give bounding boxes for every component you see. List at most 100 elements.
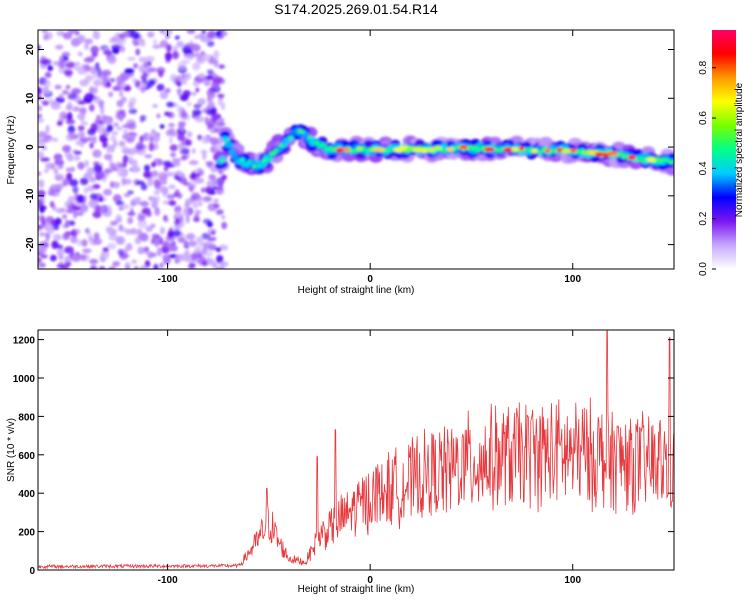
- noise-blob: [87, 128, 96, 136]
- signal-blob: [220, 159, 225, 163]
- y-tick-label: 0: [25, 144, 36, 150]
- noise-blob: [43, 168, 50, 174]
- noise-blob: [169, 144, 178, 152]
- noise-blob: [221, 174, 228, 181]
- noise-blob: [72, 66, 83, 71]
- noise-blob: [81, 121, 89, 126]
- noise-blob: [116, 100, 124, 108]
- noise-blob: [190, 171, 197, 180]
- noise-blob: [100, 205, 106, 214]
- noise-blob: [77, 34, 86, 43]
- noise-blob: [182, 207, 192, 216]
- noise-blob: [140, 183, 148, 191]
- noise-blob: [204, 241, 210, 248]
- noise-blob: [121, 177, 127, 186]
- signal-blob: [623, 153, 629, 158]
- signal-blob: [473, 145, 478, 149]
- noise-blob: [71, 254, 81, 262]
- noise-blob: [65, 208, 74, 214]
- noise-blob: [105, 81, 112, 88]
- noise-blob: [206, 30, 216, 39]
- noise-blob: [211, 113, 222, 120]
- snr-ylabel: SNR (10 * v/v): [6, 418, 17, 482]
- signal-blob: [273, 148, 279, 153]
- heatmap-ylabel: Frequency (Hz): [6, 116, 17, 185]
- noise-blob: [185, 198, 195, 205]
- signal-blob: [231, 153, 239, 160]
- signal-blob: [226, 142, 234, 149]
- noise-blob: [178, 218, 185, 228]
- signal-blob: [619, 152, 624, 157]
- noise-blob: [218, 244, 229, 251]
- noise-blob: [171, 131, 177, 137]
- noise-blob: [156, 83, 165, 92]
- noise-blob: [106, 205, 112, 214]
- signal-track: [213, 124, 674, 176]
- signal-blob: [239, 158, 245, 162]
- x-tick-label: -100: [158, 274, 178, 285]
- noise-blob: [212, 185, 218, 191]
- y-tick-label: 800: [18, 412, 35, 423]
- signal-blob: [670, 160, 674, 165]
- noise-blob: [216, 186, 225, 195]
- noise-blob: [116, 126, 123, 131]
- noise-blob: [162, 254, 169, 260]
- noise-blob: [38, 118, 45, 123]
- noise-blob: [38, 262, 43, 268]
- noise-blob: [102, 49, 113, 56]
- noise-blob: [159, 124, 165, 129]
- signal-core: [373, 147, 385, 152]
- noise-blob: [198, 33, 205, 39]
- noise-blob: [112, 181, 121, 189]
- noise-blob: [188, 240, 198, 247]
- snr-frame: [37, 329, 675, 571]
- noise-blob: [202, 196, 213, 203]
- noise-blob: [221, 221, 228, 230]
- noise-blob: [67, 125, 75, 134]
- noise-blob: [164, 171, 174, 177]
- noise-blob: [192, 52, 203, 58]
- noise-blob: [154, 239, 159, 247]
- noise-blob: [56, 244, 64, 249]
- noise-blob: [150, 161, 157, 168]
- noise-blob: [212, 178, 223, 186]
- noise-blob: [131, 165, 141, 173]
- noise-blob: [38, 140, 45, 148]
- signal-blob: [322, 143, 328, 148]
- noise-blob: [192, 201, 199, 209]
- noise-blob: [191, 148, 196, 154]
- noise-blob: [159, 91, 169, 100]
- signal-blob: [228, 148, 236, 155]
- noise-blob: [153, 134, 161, 142]
- noise-blob: [174, 80, 180, 85]
- signal-core: [627, 155, 637, 160]
- noise-blob: [66, 153, 74, 162]
- noise-blob: [211, 82, 219, 89]
- noise-blob: [135, 142, 145, 151]
- noise-blob: [77, 113, 86, 120]
- noise-blob: [215, 266, 225, 269]
- noise-blob: [213, 203, 220, 209]
- noise-blob: [92, 237, 102, 246]
- noise-blob: [185, 139, 192, 147]
- noise-blob: [122, 157, 128, 165]
- colorbar-gradient: [712, 30, 736, 269]
- noise-blob: [113, 122, 119, 127]
- noise-blob: [62, 32, 73, 40]
- noise-blob: [63, 56, 69, 61]
- noise-blob: [56, 120, 63, 126]
- noise-blob: [144, 154, 153, 159]
- noise-blob: [188, 184, 194, 193]
- noise-blob: [96, 114, 101, 120]
- noise-blob: [47, 188, 55, 196]
- noise-blob: [166, 101, 175, 108]
- noise-blob: [180, 111, 188, 119]
- noise-blob: [164, 52, 173, 61]
- noise-blob: [120, 204, 130, 210]
- noise-blob: [115, 200, 125, 206]
- signal-blob: [655, 156, 661, 161]
- noise-blob: [40, 215, 46, 223]
- noise-blob: [164, 217, 169, 223]
